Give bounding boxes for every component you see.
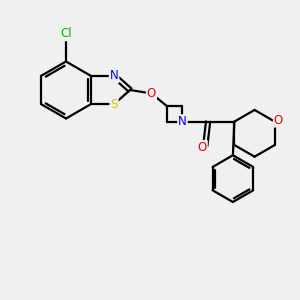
Text: Cl: Cl — [60, 27, 72, 40]
Text: O: O — [274, 114, 283, 127]
Text: O: O — [147, 87, 156, 100]
Text: S: S — [110, 98, 118, 111]
Text: N: N — [110, 69, 118, 82]
Text: O: O — [198, 141, 207, 154]
Text: N: N — [178, 115, 187, 128]
